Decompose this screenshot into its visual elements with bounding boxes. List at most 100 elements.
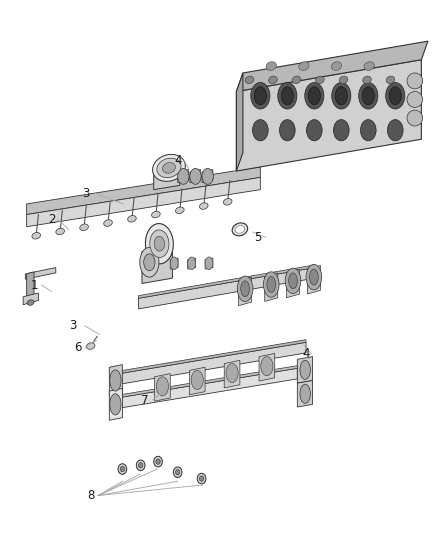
Ellipse shape bbox=[362, 87, 374, 105]
Ellipse shape bbox=[254, 87, 266, 105]
Ellipse shape bbox=[156, 377, 169, 396]
Ellipse shape bbox=[241, 281, 250, 297]
Ellipse shape bbox=[86, 343, 95, 349]
Polygon shape bbox=[138, 265, 315, 298]
Ellipse shape bbox=[110, 370, 121, 391]
Polygon shape bbox=[110, 366, 297, 399]
Ellipse shape bbox=[310, 269, 318, 285]
Text: 7: 7 bbox=[141, 393, 149, 407]
Polygon shape bbox=[110, 365, 122, 397]
Polygon shape bbox=[110, 368, 297, 410]
Polygon shape bbox=[27, 167, 260, 215]
Text: 3: 3 bbox=[83, 187, 90, 200]
Polygon shape bbox=[224, 360, 240, 388]
Ellipse shape bbox=[144, 254, 155, 271]
Ellipse shape bbox=[267, 277, 276, 293]
Ellipse shape bbox=[386, 76, 395, 84]
Ellipse shape bbox=[80, 224, 88, 231]
Ellipse shape bbox=[120, 466, 124, 472]
Polygon shape bbox=[297, 357, 313, 383]
Text: 5: 5 bbox=[254, 231, 262, 244]
Ellipse shape bbox=[360, 119, 376, 141]
Ellipse shape bbox=[150, 230, 169, 257]
Ellipse shape bbox=[190, 168, 201, 184]
Polygon shape bbox=[27, 272, 34, 298]
Ellipse shape bbox=[138, 463, 143, 468]
Ellipse shape bbox=[173, 467, 182, 478]
Text: 2: 2 bbox=[48, 213, 55, 227]
Ellipse shape bbox=[407, 92, 423, 108]
Ellipse shape bbox=[364, 62, 374, 70]
Ellipse shape bbox=[127, 215, 136, 222]
Ellipse shape bbox=[386, 83, 405, 109]
Ellipse shape bbox=[205, 257, 213, 270]
Ellipse shape bbox=[191, 370, 203, 390]
Ellipse shape bbox=[300, 360, 311, 379]
Ellipse shape bbox=[407, 73, 423, 89]
Ellipse shape bbox=[223, 199, 232, 205]
Ellipse shape bbox=[104, 220, 112, 227]
Ellipse shape bbox=[237, 276, 253, 302]
Ellipse shape bbox=[235, 225, 245, 233]
Ellipse shape bbox=[136, 460, 145, 471]
Polygon shape bbox=[205, 258, 213, 269]
Ellipse shape bbox=[268, 76, 277, 84]
Ellipse shape bbox=[300, 384, 311, 403]
Ellipse shape bbox=[263, 272, 279, 297]
Ellipse shape bbox=[363, 76, 371, 84]
Polygon shape bbox=[237, 60, 421, 171]
Ellipse shape bbox=[226, 364, 238, 383]
Polygon shape bbox=[155, 374, 170, 401]
Ellipse shape bbox=[145, 223, 173, 264]
Ellipse shape bbox=[187, 257, 195, 270]
Ellipse shape bbox=[292, 76, 301, 84]
Text: 8: 8 bbox=[87, 489, 94, 502]
Ellipse shape bbox=[261, 357, 273, 376]
Ellipse shape bbox=[156, 459, 160, 464]
Ellipse shape bbox=[170, 257, 178, 270]
Polygon shape bbox=[239, 277, 252, 306]
Ellipse shape bbox=[332, 83, 351, 109]
Ellipse shape bbox=[306, 264, 322, 290]
Ellipse shape bbox=[152, 155, 185, 181]
Ellipse shape bbox=[316, 76, 324, 84]
Ellipse shape bbox=[32, 232, 41, 239]
Ellipse shape bbox=[157, 158, 181, 177]
Ellipse shape bbox=[232, 223, 247, 236]
Ellipse shape bbox=[110, 394, 121, 415]
Ellipse shape bbox=[308, 87, 321, 105]
Polygon shape bbox=[110, 340, 306, 375]
Ellipse shape bbox=[389, 87, 401, 105]
Text: 4: 4 bbox=[302, 348, 310, 360]
Ellipse shape bbox=[56, 228, 64, 235]
Polygon shape bbox=[170, 258, 178, 269]
Ellipse shape bbox=[359, 83, 378, 109]
Ellipse shape bbox=[152, 211, 160, 218]
Polygon shape bbox=[297, 381, 313, 407]
Ellipse shape bbox=[253, 119, 268, 141]
Ellipse shape bbox=[335, 87, 347, 105]
Ellipse shape bbox=[278, 83, 297, 109]
Ellipse shape bbox=[27, 300, 34, 305]
Polygon shape bbox=[27, 177, 260, 227]
Polygon shape bbox=[178, 169, 188, 183]
Polygon shape bbox=[189, 367, 205, 395]
Polygon shape bbox=[265, 273, 278, 302]
Ellipse shape bbox=[281, 87, 293, 105]
Polygon shape bbox=[237, 73, 243, 171]
Ellipse shape bbox=[266, 62, 276, 70]
Ellipse shape bbox=[140, 247, 159, 277]
Ellipse shape bbox=[285, 268, 301, 294]
Ellipse shape bbox=[202, 168, 213, 184]
Polygon shape bbox=[202, 169, 213, 183]
Ellipse shape bbox=[154, 456, 162, 467]
Ellipse shape bbox=[289, 273, 297, 289]
Polygon shape bbox=[307, 265, 321, 294]
Polygon shape bbox=[110, 389, 122, 420]
Ellipse shape bbox=[176, 470, 180, 475]
Polygon shape bbox=[142, 246, 173, 284]
Ellipse shape bbox=[176, 207, 184, 214]
Polygon shape bbox=[146, 235, 170, 253]
Text: 3: 3 bbox=[70, 319, 77, 333]
Ellipse shape bbox=[199, 476, 204, 481]
